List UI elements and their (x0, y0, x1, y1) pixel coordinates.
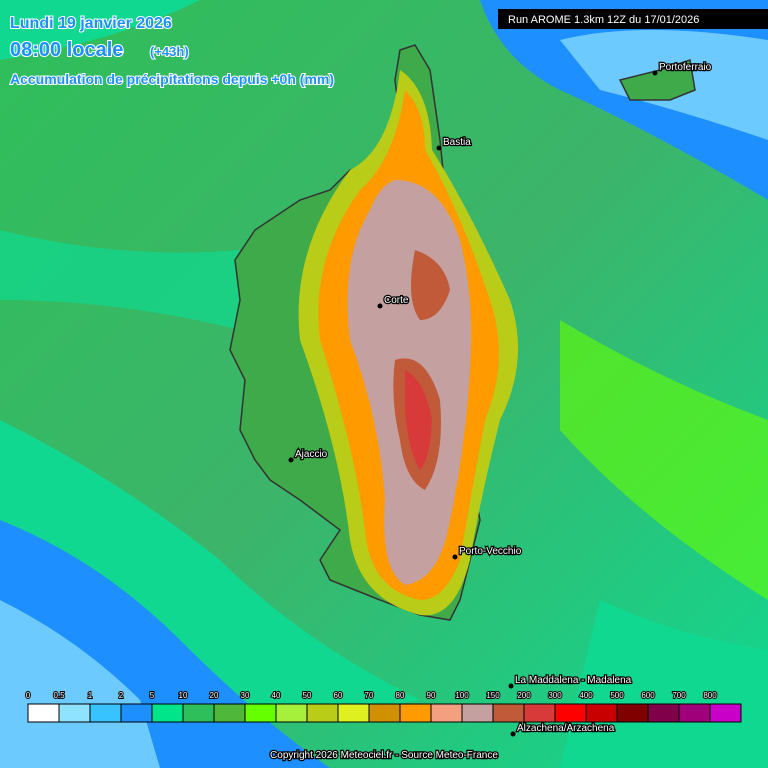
legend-label: 500 (610, 691, 624, 700)
legend-label: 70 (365, 691, 374, 700)
city-dot (452, 554, 458, 560)
legend-swatch (554, 703, 587, 723)
legend-label: 0.5 (53, 691, 65, 700)
legend-swatch (244, 703, 277, 723)
legend-label: 10 (179, 691, 188, 700)
places: Portoferraio Bastia Corte Ajaccio Porto-Vecc… (288, 61, 713, 737)
legend-label: 40 (272, 691, 281, 700)
legend-swatch (275, 703, 308, 723)
legend-label: 600 (641, 691, 655, 700)
legend-swatch (709, 703, 742, 723)
legend-swatch (523, 703, 556, 723)
legend-label: 1 (88, 691, 93, 700)
legend-swatch (368, 703, 401, 723)
legend-swatch (678, 703, 711, 723)
legend-label: 800 (703, 691, 717, 700)
legend-swatch (120, 703, 153, 723)
legend-swatch (461, 703, 494, 723)
legend-swatch (27, 703, 60, 723)
city-label: Corte (384, 295, 409, 306)
subtitle: Accumulation de précipitations depuis +0… (10, 71, 334, 87)
legend-label: 30 (241, 691, 250, 700)
legend-swatch (337, 703, 370, 723)
legend-swatch (213, 703, 246, 723)
legend-label: 150 (486, 691, 500, 700)
legend-swatch (306, 703, 339, 723)
legend-label: 5 (150, 691, 155, 700)
legend-label: 200 (517, 691, 531, 700)
city-label: Bastia (443, 137, 471, 148)
city-dot (508, 683, 514, 689)
legend-label: 700 (672, 691, 686, 700)
legend-label: 20 (210, 691, 219, 700)
city-label: Ajaccio (295, 449, 328, 460)
city-label: La Maddalena - Madalena (515, 675, 632, 686)
legend-label: 400 (579, 691, 593, 700)
legend-label: 100 (455, 691, 469, 700)
legend-label: 2 (119, 691, 124, 700)
legend-label: 300 (548, 691, 562, 700)
city-label: Alzachena/Arzachena (517, 723, 615, 734)
legend-label: 80 (396, 691, 405, 700)
legend-swatch (492, 703, 525, 723)
legend-label: 60 (334, 691, 343, 700)
legend-swatch (89, 703, 122, 723)
city-dot (377, 303, 383, 309)
run-info: Run AROME 1.3km 12Z du 17/01/2026 (508, 14, 699, 26)
time-title: 08:00 locale (10, 39, 123, 61)
legend-swatch (430, 703, 463, 723)
city-label: Porto-Vecchio (459, 546, 522, 557)
date-title: Lundi 19 janvier 2026 (10, 15, 172, 32)
city-dot (652, 70, 658, 76)
legend-swatch (399, 703, 432, 723)
legend-swatch (58, 703, 91, 723)
legend-swatch (182, 703, 215, 723)
offset: (+43h) (150, 44, 189, 59)
legend-label: 90 (427, 691, 436, 700)
legend: 0 0.5 1 2 5 10 20 30 40 50 60 70 80 90 100 150 200 300 400… (25, 690, 742, 723)
legend-label: 50 (303, 691, 312, 700)
city-dot (510, 731, 516, 737)
city-label: Portoferraio (659, 62, 712, 73)
legend-swatch (616, 703, 649, 723)
city-dot (288, 457, 294, 463)
legend-swatch (151, 703, 184, 723)
legend-label: 0 (26, 691, 31, 700)
city-dot (436, 145, 442, 151)
legend-swatch (647, 703, 680, 723)
run-box (498, 9, 768, 29)
legend-swatch (585, 703, 618, 723)
copyright: Copyright 2026 Meteociel.fr - Source Met… (270, 750, 498, 761)
corsica (229, 44, 696, 621)
